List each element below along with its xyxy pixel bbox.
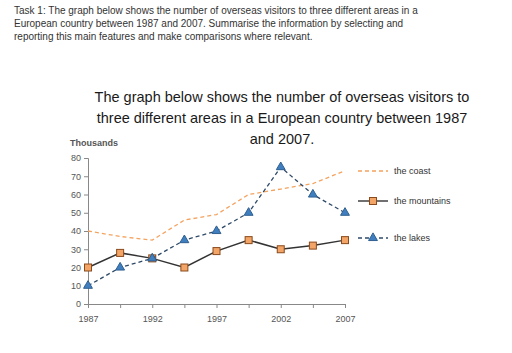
task-text: Task 1: The graph below shows the number… [14, 5, 418, 16]
y-tick-mark [84, 176, 88, 177]
x-tick: 1992 [143, 304, 163, 324]
marker [116, 262, 125, 270]
marker [342, 237, 349, 244]
y-tick-label: 50 [71, 208, 81, 218]
y-tick-label: 30 [71, 245, 81, 255]
x-tick-mark [249, 304, 250, 308]
x-tick-mark [281, 304, 282, 308]
task-text: European country between 1987 and 2007. … [14, 18, 403, 29]
y-tick-mark [84, 231, 88, 232]
marker [309, 242, 316, 249]
y-tick: 50 [71, 208, 88, 218]
legend-label: the lakes [394, 233, 431, 243]
legend-item: the mountains [358, 196, 451, 206]
series-line [88, 171, 345, 240]
marker [370, 198, 377, 205]
y-tick-mark [84, 195, 88, 196]
y-tick: 30 [71, 245, 88, 255]
legend-item: the coast [358, 166, 431, 176]
x-tick-mark [88, 304, 89, 308]
y-tick: 70 [71, 172, 88, 182]
y-tick-label: 70 [71, 172, 81, 182]
marker [180, 235, 189, 243]
legend: the coast the mountains the lakes [358, 166, 451, 243]
task-text: reporting this main features and make co… [14, 31, 312, 42]
series-line [88, 167, 345, 286]
marker [369, 233, 378, 241]
y-tick-mark [84, 213, 88, 214]
y-tick-mark [84, 304, 88, 305]
x-tick: 2007 [335, 304, 355, 324]
legend-swatch [358, 170, 388, 171]
x-tick-mark [313, 304, 314, 308]
x-tick: 2002 [271, 304, 291, 324]
marker [244, 208, 253, 216]
x-tick [313, 304, 314, 308]
marker [117, 249, 124, 256]
x-tick-mark [345, 304, 346, 308]
x-tick-label: 2007 [335, 314, 355, 324]
marker [148, 253, 157, 261]
chart-title: The graph below shows the number of over… [95, 89, 470, 147]
x-tick-label: 1992 [143, 314, 163, 324]
x-tick-mark [217, 304, 218, 308]
x-tick-mark [120, 304, 121, 308]
marker [308, 189, 317, 197]
plot-area [84, 162, 350, 288]
marker [181, 264, 188, 271]
x-axis-line [89, 305, 346, 309]
y-tick-label: 60 [71, 190, 81, 200]
y-axis-title: Thousands [70, 138, 118, 148]
y-tick: 60 [71, 190, 88, 200]
x-tick-label: 1997 [207, 314, 227, 324]
y-tick: 80 [71, 153, 88, 163]
x-tick [120, 304, 121, 308]
marker [213, 248, 220, 255]
x-tick-label: 2002 [271, 314, 291, 324]
x-tick-mark [184, 304, 185, 308]
y-tick-mark [84, 249, 88, 250]
y-tick-label: 80 [71, 153, 81, 163]
y-tick: 0 [76, 299, 88, 309]
y-tick: 40 [71, 226, 88, 236]
x-tick-mark [152, 304, 153, 308]
marker [245, 237, 252, 244]
y-tick-label: 40 [71, 226, 81, 236]
x-tick: 1987 [78, 304, 98, 324]
y-tick-label: 0 [76, 299, 81, 309]
x-tick [184, 304, 185, 308]
y-tick-label: 10 [71, 281, 81, 291]
y-tick-label: 20 [71, 263, 81, 273]
x-tick-label: 1987 [78, 314, 98, 324]
legend-item: the lakes [358, 233, 431, 243]
x-axis: 1987 1992 1997 2002 2007 [78, 304, 355, 324]
x-tick: 1997 [207, 304, 227, 324]
legend-label: the coast [394, 166, 431, 176]
marker [341, 208, 350, 216]
marker [212, 226, 221, 234]
marker [85, 264, 92, 271]
marker [84, 281, 93, 289]
marker [277, 246, 284, 253]
legend-label: the mountains [394, 196, 451, 206]
series-line [88, 240, 345, 267]
y-tick-mark [84, 158, 88, 159]
marker [276, 162, 285, 170]
x-tick [249, 304, 250, 308]
